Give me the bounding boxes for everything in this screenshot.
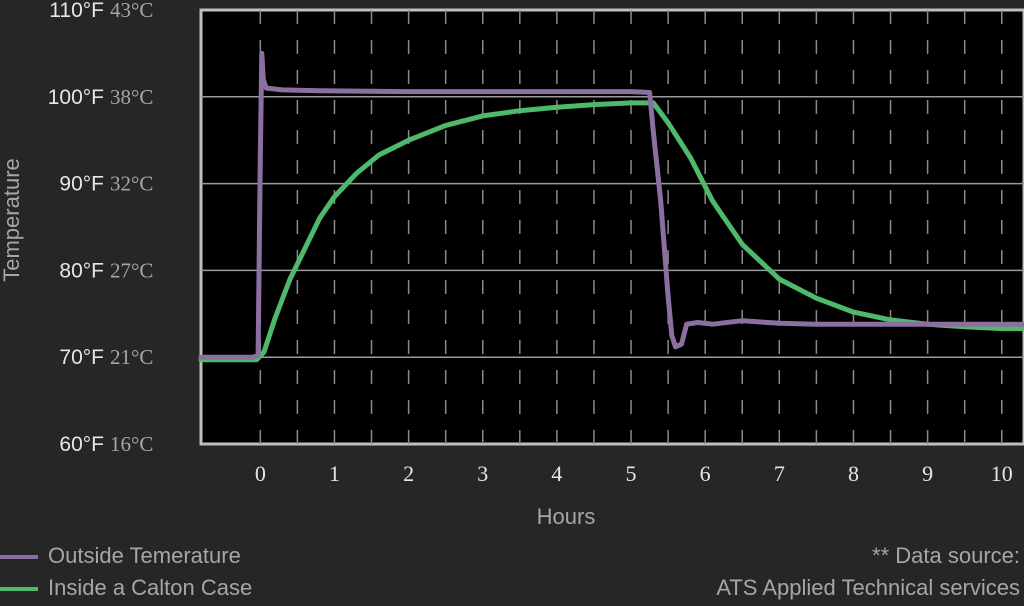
x-tick-label: 1 xyxy=(329,461,340,486)
y-tick-label-f: 80°F xyxy=(59,259,104,282)
legend-item-outside: Outside Temerature xyxy=(0,540,252,572)
y-tick-label-f: 100°F xyxy=(48,86,104,109)
x-tick-label: 8 xyxy=(848,461,859,486)
chart-legend: Outside Temerature Inside a Calton Case xyxy=(0,540,252,604)
y-tick-label-f: 90°F xyxy=(59,173,104,196)
y-tick-label-f: 60°F xyxy=(59,433,104,456)
x-tick-label: 4 xyxy=(551,461,562,486)
legend-item-inside: Inside a Calton Case xyxy=(0,572,252,604)
y-tick-label-c: 21°C xyxy=(110,345,153,369)
x-tick-label: 10 xyxy=(991,461,1013,486)
x-tick-label: 0 xyxy=(255,461,266,486)
y-tick-label-c: 38°C xyxy=(110,85,153,109)
series-line-inside xyxy=(198,100,1024,363)
y-tick-label-c: 32°C xyxy=(110,172,153,196)
x-tick-label: 3 xyxy=(477,461,488,486)
legend-swatch-inside xyxy=(0,587,38,591)
legend-label-outside: Outside Temerature xyxy=(48,543,241,568)
x-tick-label: 6 xyxy=(700,461,711,486)
data-source-line2: ATS Applied Technical services xyxy=(716,575,1020,600)
legend-swatch-outside xyxy=(0,555,38,559)
x-tick-label: 9 xyxy=(922,461,933,486)
x-tick-label: 2 xyxy=(403,461,414,486)
x-tick-label: 7 xyxy=(774,461,785,486)
plot-area xyxy=(199,8,1024,446)
y-tick-label-c: 27°C xyxy=(110,258,153,282)
x-tick-label: 5 xyxy=(626,461,637,486)
temperature-chart: 60°F 16°C 70°F 21°C 80°F 27°C 90°F 32°C 100°F 38°… xyxy=(0,0,1024,529)
y-tick-label-f: 70°F xyxy=(59,346,104,369)
x-axis-label: Hours xyxy=(537,504,596,529)
y-axis-label: Temperature xyxy=(0,158,24,282)
data-source-note: ** Data source: ATS Applied Technical se… xyxy=(716,540,1020,604)
data-source-line1: ** Data source: xyxy=(872,543,1020,568)
y-tick-label-c: 43°C xyxy=(110,0,153,22)
legend-label-inside: Inside a Calton Case xyxy=(48,575,253,600)
y-tick-label-c: 16°C xyxy=(110,432,153,456)
y-tick-label-f: 110°F xyxy=(49,0,104,22)
series-line-outside xyxy=(198,50,1024,360)
